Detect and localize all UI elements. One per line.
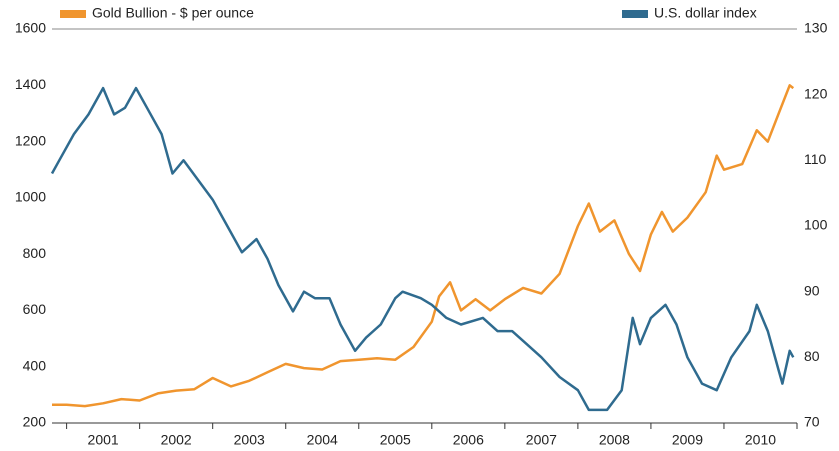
x-tick-label: 2003 <box>234 432 265 448</box>
legend-label: U.S. dollar index <box>654 5 757 21</box>
x-tick-label: 2006 <box>453 432 484 448</box>
y2-tick-label: 120 <box>804 85 828 101</box>
x-tick-label: 2001 <box>88 432 119 448</box>
y2-tick-label: 130 <box>804 20 828 36</box>
y-tick-label: 600 <box>23 301 47 317</box>
y-tick-label: 1600 <box>15 20 46 36</box>
y-tick-label: 1400 <box>15 76 46 92</box>
x-tick-label: 2002 <box>161 432 192 448</box>
x-tick-label: 2009 <box>672 432 703 448</box>
y2-tick-label: 80 <box>804 348 820 364</box>
legend-label: Gold Bullion - $ per ounce <box>92 5 254 21</box>
y-tick-label: 1200 <box>15 132 46 148</box>
x-tick-label: 2008 <box>599 432 630 448</box>
y2-tick-label: 110 <box>804 151 827 167</box>
series-line <box>52 84 795 408</box>
series-line <box>50 86 795 412</box>
x-tick-label: 2007 <box>526 432 557 448</box>
y2-tick-label: 100 <box>804 217 828 233</box>
legend-swatch <box>60 10 86 18</box>
x-tick-label: 2010 <box>745 432 776 448</box>
y-tick-label: 400 <box>23 357 47 373</box>
y2-tick-label: 70 <box>804 414 820 430</box>
x-tick-label: 2005 <box>380 432 411 448</box>
y2-tick-label: 90 <box>804 282 820 298</box>
y-tick-label: 800 <box>23 245 47 261</box>
x-tick-label: 2004 <box>307 432 338 448</box>
y-tick-label: 1000 <box>15 189 46 205</box>
legend-swatch <box>622 10 648 18</box>
y-tick-label: 200 <box>23 414 47 430</box>
